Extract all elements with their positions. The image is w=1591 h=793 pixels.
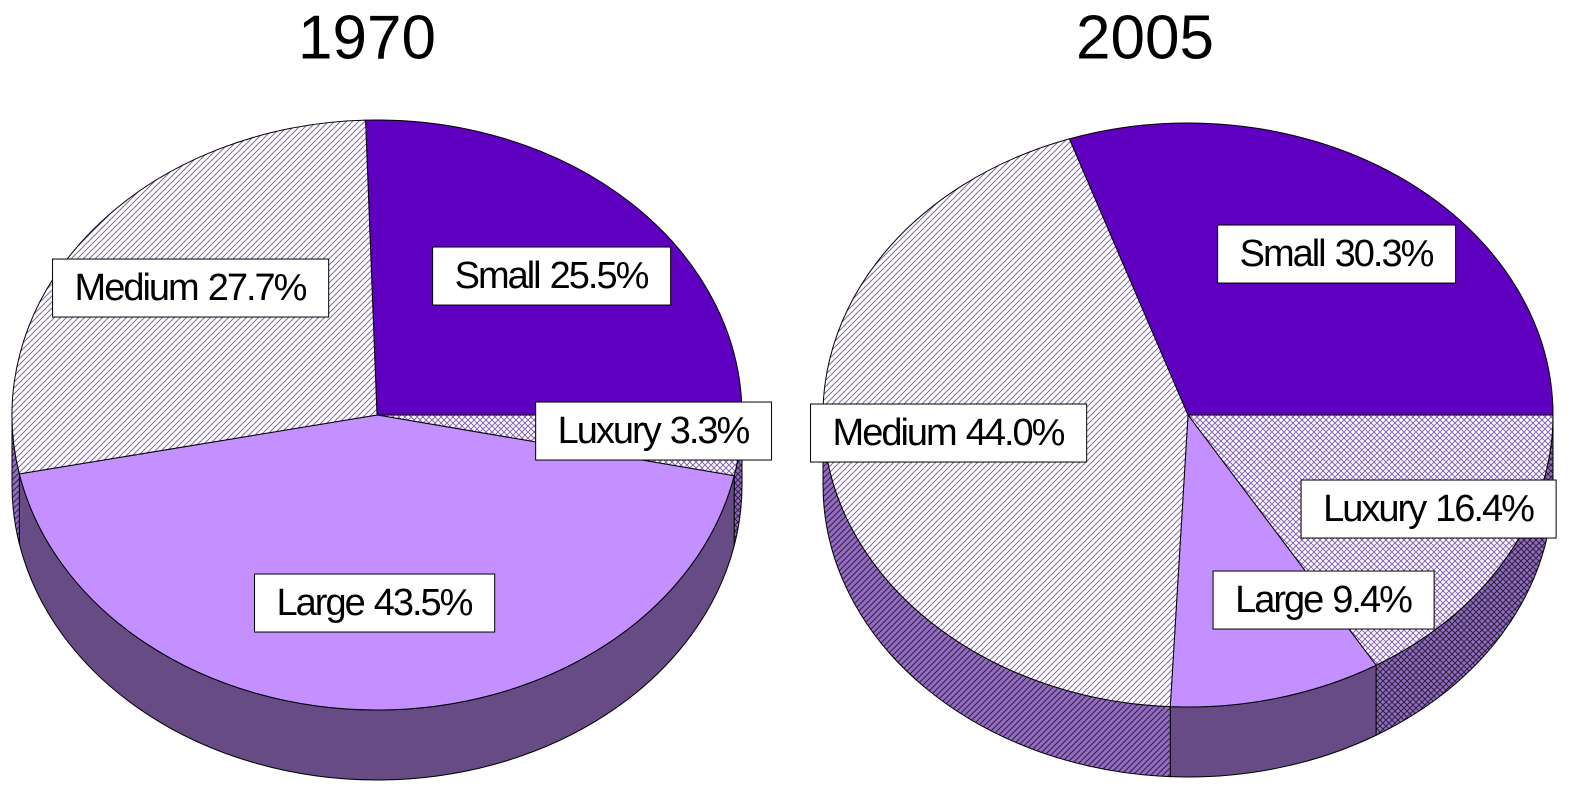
- label-value: 3.3%: [670, 410, 750, 452]
- label-value: 44.0%: [966, 412, 1065, 454]
- pie-slice: [1186, 414, 1554, 666]
- label-box: [1212, 570, 1435, 630]
- data-label: Large 43.5%: [277, 582, 473, 624]
- label-category: Medium: [75, 267, 198, 309]
- label-value: 16.4%: [1435, 488, 1534, 530]
- label-value: 43.5%: [374, 582, 473, 624]
- label-value: 27.7%: [208, 267, 307, 309]
- pie-slice: [1169, 413, 1377, 708]
- pie-slice: [18, 414, 735, 711]
- label-category: Luxury: [558, 410, 662, 452]
- label-box: [1217, 224, 1457, 284]
- label-category: Luxury: [1323, 488, 1427, 530]
- data-label: Small 25.5%: [455, 255, 649, 297]
- data-label: Medium 44.0%: [833, 412, 1065, 454]
- data-label: Medium 27.7%: [75, 267, 307, 309]
- label-value: 25.5%: [550, 255, 649, 297]
- data-label: Small 30.3%: [1240, 233, 1434, 275]
- chart-title: 1970: [298, 3, 436, 72]
- label-box: [52, 258, 330, 318]
- label-category: Medium: [833, 412, 956, 454]
- data-label: Luxury 3.3%: [558, 410, 750, 452]
- label-box: [535, 401, 773, 461]
- label-value: 30.3%: [1335, 233, 1434, 275]
- chart-title: 2005: [1076, 3, 1214, 72]
- label-box: [432, 246, 672, 306]
- data-label: Large 9.4%: [1235, 579, 1412, 621]
- label-box: [254, 573, 496, 633]
- data-label: Luxury 16.4%: [1323, 488, 1534, 530]
- label-value: 9.4%: [1332, 579, 1412, 621]
- label-category: Large: [277, 582, 365, 624]
- label-category: Large: [1235, 579, 1323, 621]
- label-box: [810, 403, 1088, 463]
- label-category: Small: [1240, 233, 1325, 275]
- label-category: Small: [455, 255, 540, 297]
- label-box: [1300, 479, 1557, 539]
